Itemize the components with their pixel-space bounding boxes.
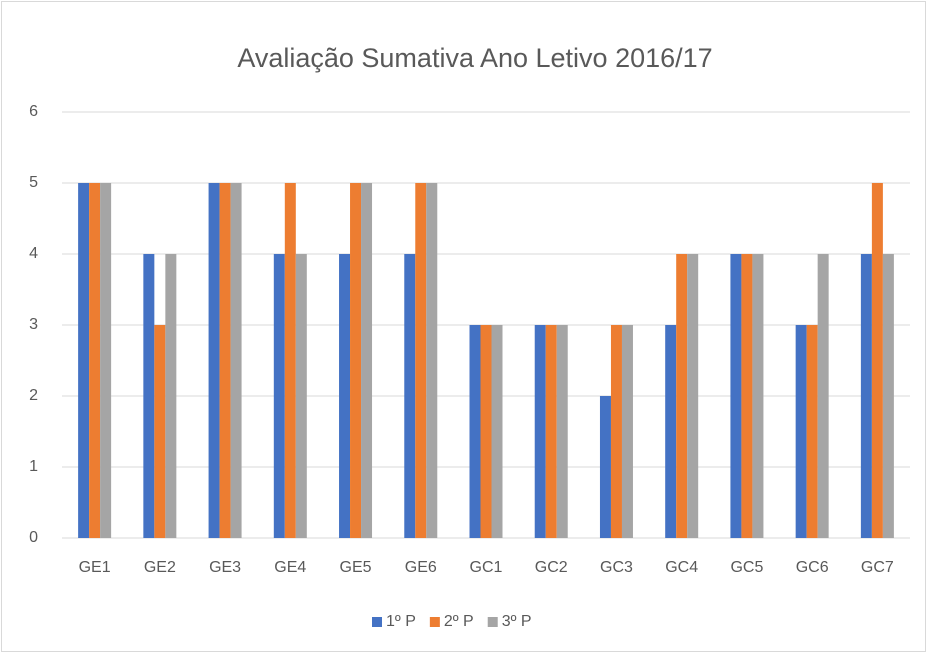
bar bbox=[882, 254, 894, 538]
legend-label: 3º P bbox=[502, 613, 532, 630]
bar bbox=[860, 254, 872, 538]
bar bbox=[752, 254, 764, 538]
bar bbox=[404, 254, 416, 538]
legend-label: 2º P bbox=[444, 613, 474, 630]
y-tick-label: 6 bbox=[29, 103, 38, 120]
bar bbox=[621, 325, 633, 538]
bar bbox=[795, 325, 807, 538]
y-tick-label: 3 bbox=[29, 316, 38, 333]
y-tick-label: 2 bbox=[29, 387, 38, 404]
bar bbox=[730, 254, 742, 538]
bar bbox=[143, 254, 155, 538]
x-tick-label: GC2 bbox=[535, 559, 568, 576]
bar bbox=[545, 325, 557, 538]
bar bbox=[415, 183, 427, 538]
x-tick-label: GE2 bbox=[144, 559, 176, 576]
bar bbox=[480, 325, 492, 538]
bar bbox=[78, 183, 90, 538]
bar bbox=[871, 183, 883, 538]
bar bbox=[100, 183, 112, 538]
bar bbox=[219, 183, 231, 538]
bar bbox=[284, 183, 296, 538]
x-tick-label: GE6 bbox=[405, 559, 437, 576]
chart-title: Avaliação Sumativa Ano Letivo 2016/17 bbox=[237, 43, 712, 73]
y-tick-label: 4 bbox=[29, 245, 38, 262]
bar bbox=[89, 183, 101, 538]
bar bbox=[165, 254, 177, 538]
x-tick-label: GE4 bbox=[274, 559, 306, 576]
bar bbox=[741, 254, 753, 538]
x-tick-label: GC7 bbox=[861, 559, 894, 576]
x-tick-label: GC1 bbox=[470, 559, 503, 576]
bar bbox=[556, 325, 568, 538]
x-tick-label: GC3 bbox=[600, 559, 633, 576]
bar bbox=[687, 254, 699, 538]
x-tick-label: GE5 bbox=[340, 559, 372, 576]
bar bbox=[273, 254, 285, 538]
bar bbox=[208, 183, 220, 538]
legend-swatch bbox=[429, 617, 440, 627]
x-tick-label: GE1 bbox=[79, 559, 111, 576]
legend-swatch bbox=[487, 617, 498, 627]
bar bbox=[491, 325, 503, 538]
bar bbox=[339, 254, 351, 538]
y-tick-label: 0 bbox=[29, 529, 38, 546]
x-tick-label: GE3 bbox=[209, 559, 241, 576]
bar bbox=[610, 325, 622, 538]
bar bbox=[534, 325, 546, 538]
y-tick-label: 1 bbox=[29, 458, 38, 475]
bar bbox=[817, 254, 829, 538]
bar bbox=[350, 183, 362, 538]
bar bbox=[806, 325, 818, 538]
bar bbox=[676, 254, 688, 538]
x-tick-label: GC6 bbox=[796, 559, 829, 576]
legend-swatch bbox=[372, 617, 382, 627]
bar bbox=[599, 396, 611, 538]
x-tick-label: GC4 bbox=[665, 559, 698, 576]
y-tick-label: 5 bbox=[29, 174, 38, 191]
bar bbox=[469, 325, 481, 538]
bar bbox=[154, 325, 166, 538]
bar bbox=[230, 183, 242, 538]
legend-label: 1º P bbox=[386, 613, 416, 630]
bar bbox=[665, 325, 677, 538]
bar bbox=[361, 183, 373, 538]
bar bbox=[295, 254, 307, 538]
bar bbox=[426, 183, 438, 538]
x-tick-label: GC5 bbox=[730, 559, 763, 576]
